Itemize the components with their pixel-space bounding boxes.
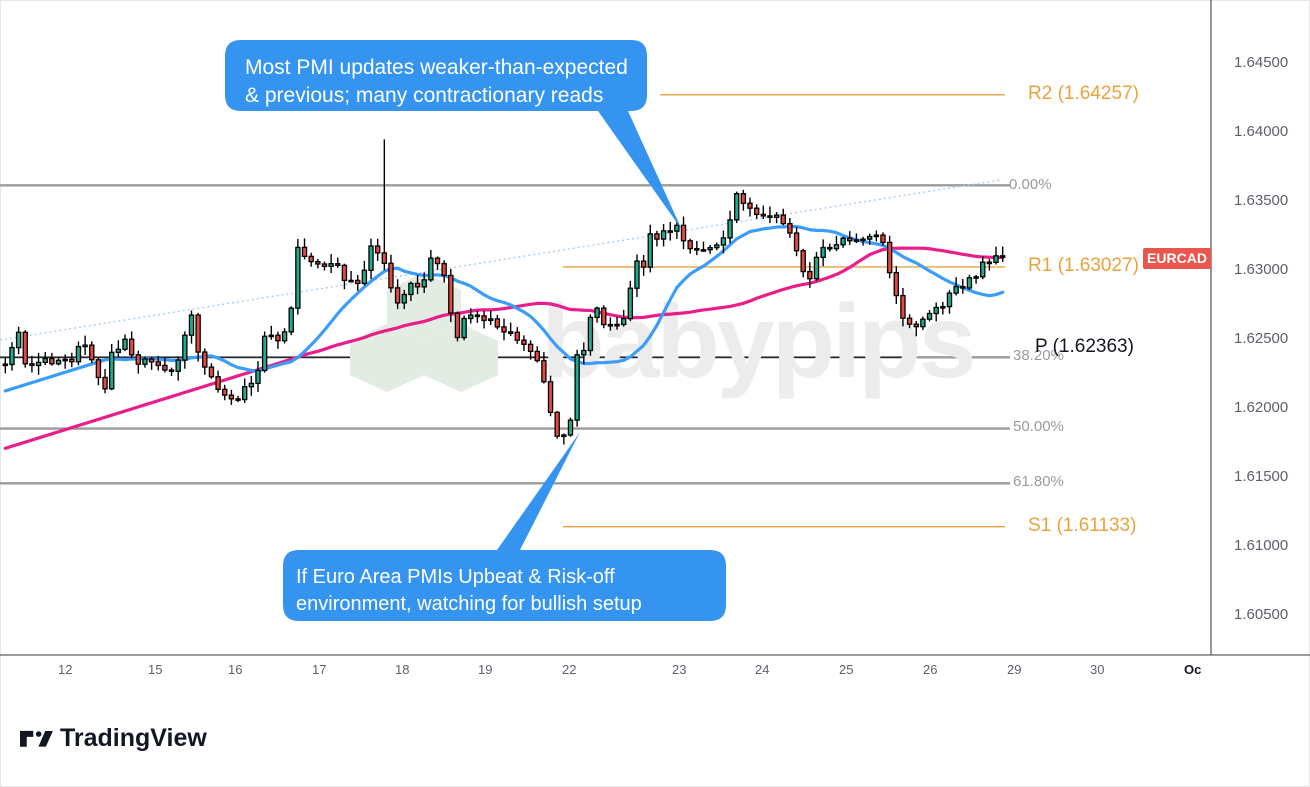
svg-text:babypips: babypips [541, 284, 974, 400]
